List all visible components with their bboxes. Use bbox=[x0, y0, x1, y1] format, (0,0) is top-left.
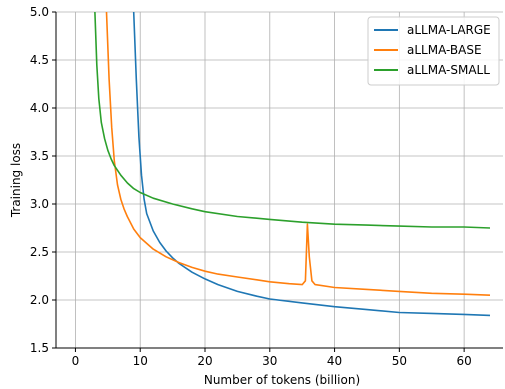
y-tick-label: 4.0 bbox=[30, 101, 49, 115]
x-tick-label: 50 bbox=[392, 354, 407, 368]
y-tick-label: 5.0 bbox=[30, 5, 49, 19]
x-axis-label: Number of tokens (billion) bbox=[204, 373, 360, 387]
legend: aLLMA-LARGE aLLMA-BASE aLLMA-SMALL bbox=[367, 16, 500, 86]
y-tick-label: 2.0 bbox=[30, 293, 49, 307]
x-tick-label: 60 bbox=[456, 354, 471, 368]
x-tick-label: 0 bbox=[72, 354, 80, 368]
series-line bbox=[105, 11, 491, 296]
y-tick-label: 3.0 bbox=[30, 197, 49, 211]
legend-box bbox=[367, 16, 500, 86]
series-line bbox=[94, 11, 491, 229]
axes bbox=[55, 12, 503, 349]
y-tick-label: 2.5 bbox=[30, 245, 49, 259]
x-tick-label: 40 bbox=[327, 354, 342, 368]
x-tick-label: 20 bbox=[197, 354, 212, 368]
x-tick-label: 10 bbox=[133, 354, 148, 368]
series-lines bbox=[94, 11, 491, 317]
series-line bbox=[132, 11, 491, 317]
legend-label: aLLMA-SMALL bbox=[407, 63, 490, 77]
y-tick-label: 4.5 bbox=[30, 53, 49, 67]
y-tick-label: 3.5 bbox=[30, 149, 49, 163]
ticks: 0 10 20 30 40 50 60 1.5 2.0 2.5 3.0 3.5 4.0 4.5 5.0 bbox=[30, 5, 472, 368]
x-tick-label: 30 bbox=[262, 354, 277, 368]
legend-label: aLLMA-LARGE bbox=[407, 23, 491, 37]
y-tick-label: 1.5 bbox=[30, 341, 49, 355]
legend-label: aLLMA-BASE bbox=[407, 43, 482, 57]
y-axis-label: Training loss bbox=[9, 143, 23, 218]
